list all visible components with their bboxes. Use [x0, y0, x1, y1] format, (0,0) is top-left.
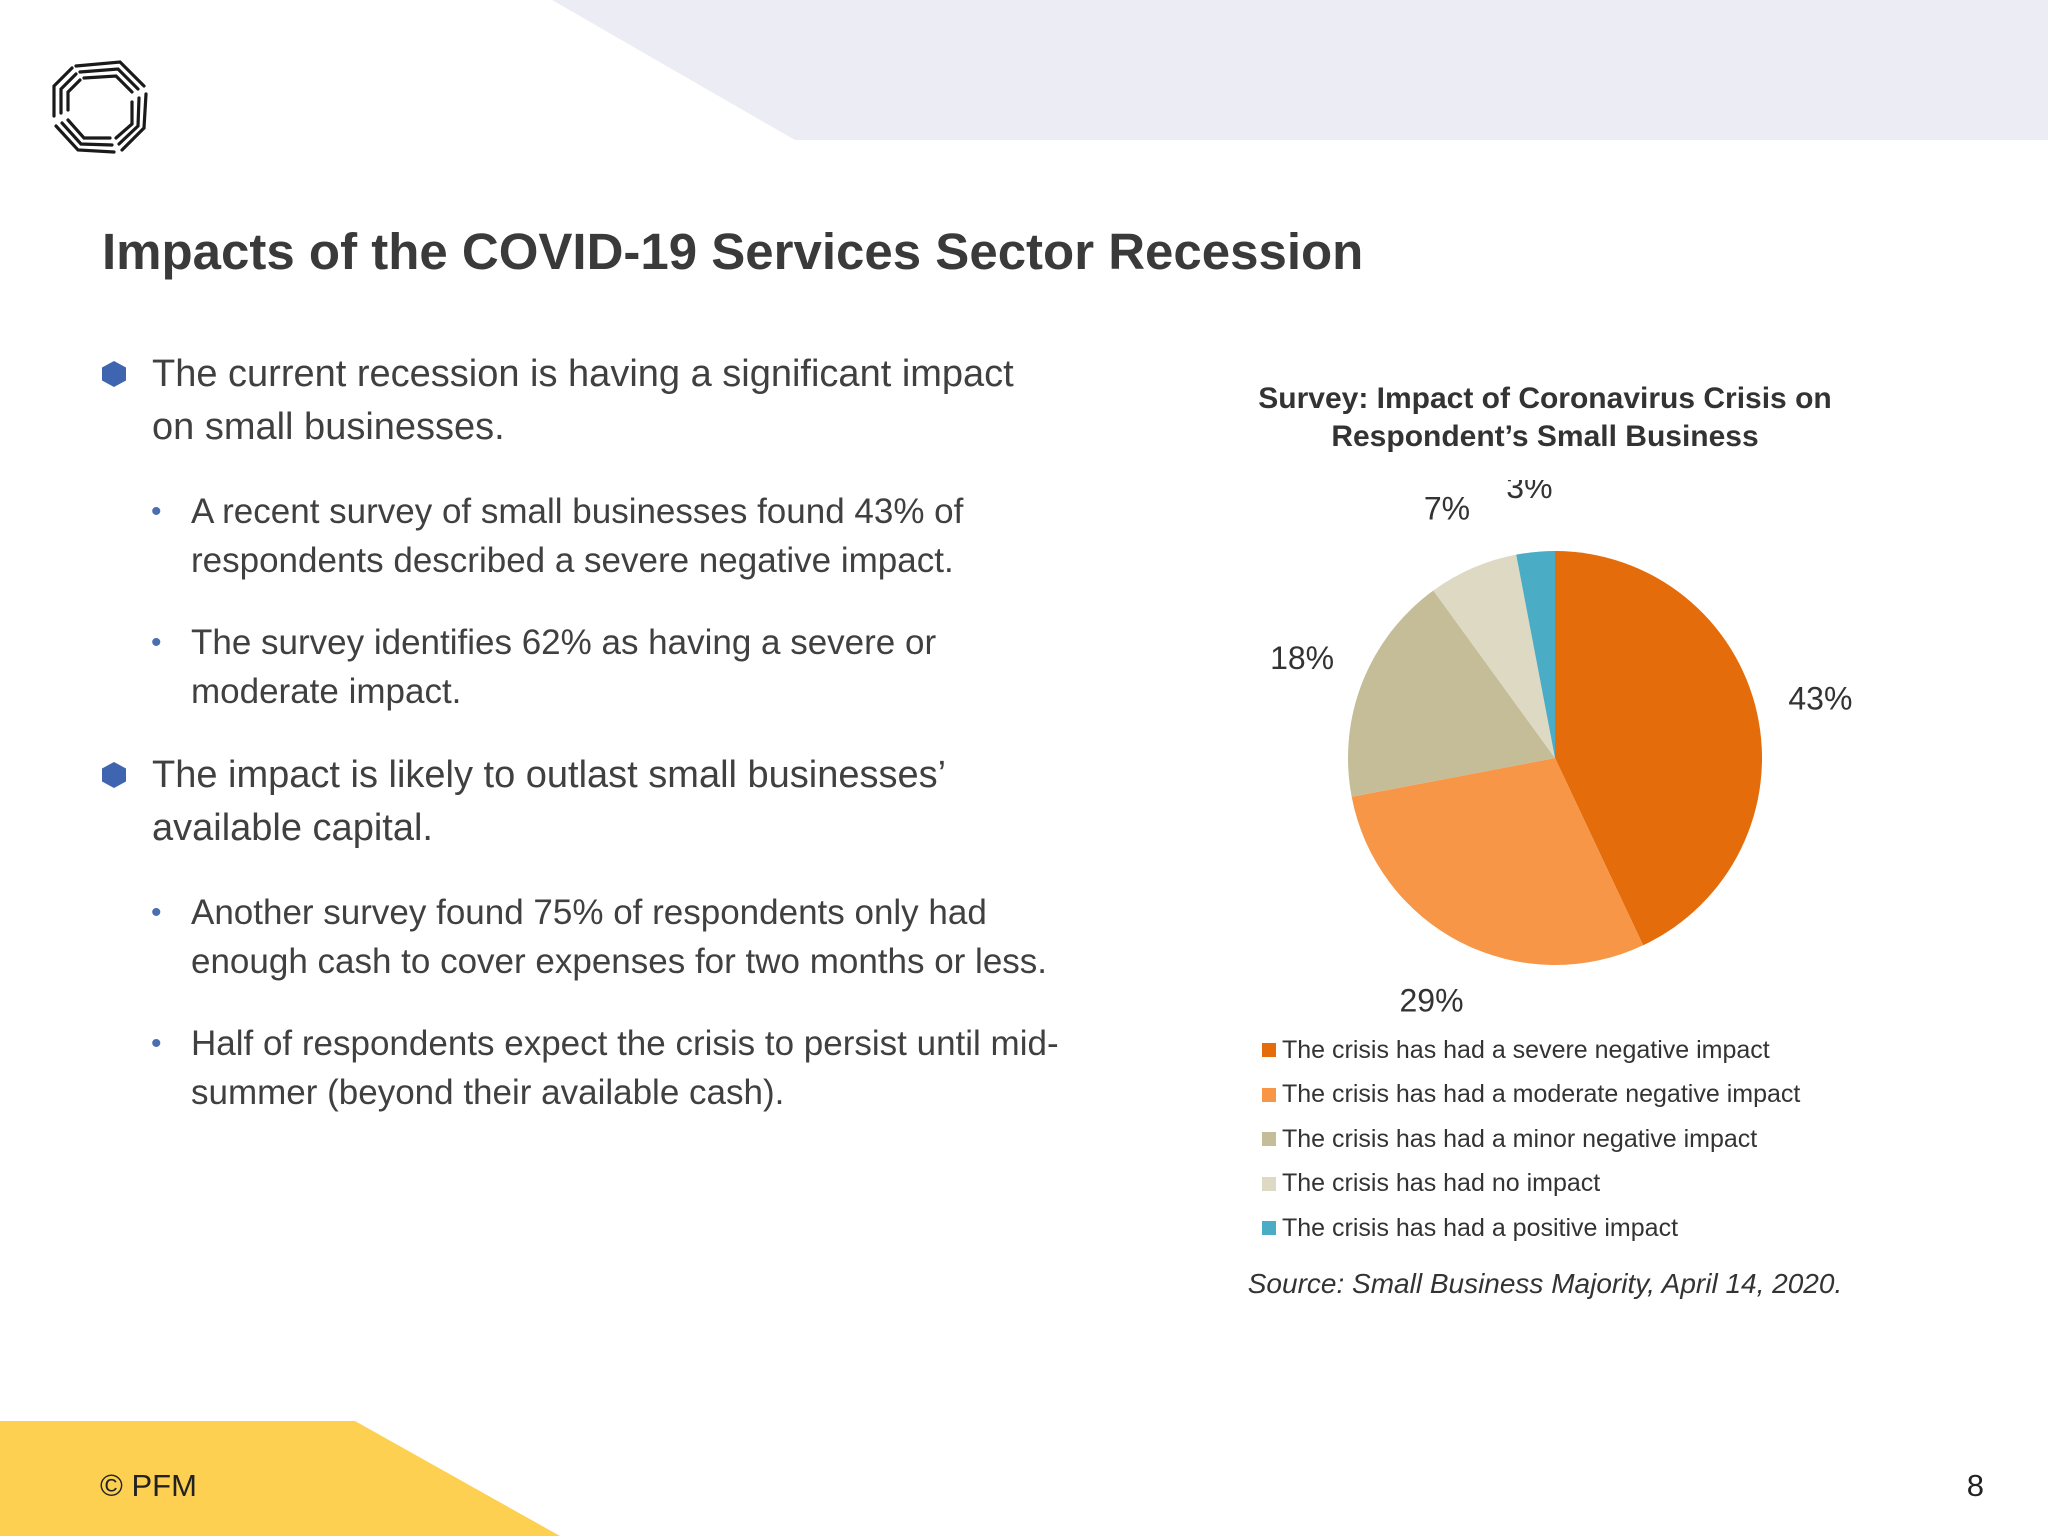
sub-bullet-dot-icon: • — [151, 1027, 162, 1060]
sub-bullet-dot-icon: • — [151, 626, 162, 659]
legend-label: The crisis has had no impact — [1282, 1169, 1601, 1198]
bullet-item: The impact is likely to outlast small bu… — [102, 749, 1062, 855]
chart-title: Survey: Impact of Coronavirus Crisis on … — [1258, 382, 1832, 453]
bullet-list: The current recession is having a signif… — [102, 348, 1062, 1150]
pie-data-label: 29% — [1399, 982, 1463, 1018]
pie-data-label: 7% — [1424, 490, 1470, 526]
legend-item: The crisis has had no impact — [1262, 1162, 1962, 1207]
sub-bullet-dot-icon: • — [151, 896, 162, 929]
legend-swatch — [1262, 1043, 1276, 1058]
pfm-logo-icon — [52, 60, 148, 154]
sub-bullet-text: The survey identifies 62% as having a se… — [191, 623, 937, 711]
sub-bullet-item: • A recent survey of small businesses fo… — [102, 487, 1062, 585]
legend-item: The crisis has had a moderate negative i… — [1262, 1073, 1962, 1118]
bullet-item: The current recession is having a signif… — [102, 348, 1062, 454]
page-number: 8 — [1966, 1468, 1984, 1503]
top-decorative-band — [552, 0, 2048, 140]
chart-source-note: Source: Small Business Majority, April 1… — [1247, 1268, 1843, 1299]
sub-bullet-text: A recent survey of small businesses foun… — [191, 492, 964, 580]
legend-swatch — [1262, 1221, 1276, 1236]
legend-label: The crisis has had a minor negative impa… — [1282, 1124, 1758, 1153]
slide-title: Impacts of the COVID-19 Services Sector … — [102, 223, 1364, 280]
hexagon-bullet-icon — [102, 361, 126, 387]
sub-bullet-item: • Another survey found 75% of respondent… — [102, 888, 1062, 986]
legend-swatch — [1262, 1132, 1276, 1147]
legend-item: The crisis has had a positive impact — [1262, 1206, 1962, 1251]
bullet-text: The impact is likely to outlast small bu… — [152, 754, 945, 849]
legend-label: The crisis has had a moderate negative i… — [1282, 1080, 1801, 1109]
legend-label: The crisis has had a severe negative imp… — [1282, 1035, 1770, 1064]
pie-slice — [1516, 551, 1555, 758]
pie-data-label: 3% — [1506, 480, 1552, 505]
legend-label: The crisis has had a positive impact — [1282, 1213, 1679, 1242]
sub-bullet-dot-icon: • — [151, 495, 162, 528]
sub-bullet-text: Another survey found 75% of respondents … — [191, 893, 1048, 981]
legend-item: The crisis has had a minor negative impa… — [1262, 1117, 1962, 1162]
legend-swatch — [1262, 1176, 1276, 1191]
legend-item: The crisis has had a severe negative imp… — [1262, 1028, 1962, 1073]
sub-bullet-item: • Half of respondents expect the crisis … — [102, 1019, 1062, 1117]
pie-slice — [1555, 551, 1763, 946]
pie-slice — [1433, 554, 1555, 758]
pie-slice — [1348, 590, 1555, 797]
bullet-text: The current recession is having a signif… — [152, 353, 1014, 448]
pie-data-label: 43% — [1788, 681, 1852, 717]
copyright-text: © PFM — [100, 1468, 197, 1503]
chart-legend: The crisis has had a severe negative imp… — [1262, 1028, 1962, 1251]
pie-chart: 43% 29% 18% 7% 3% — [1270, 480, 1852, 1018]
pie-slice — [1351, 758, 1644, 966]
sub-bullet-text: Half of respondents expect the crisis to… — [191, 1024, 1059, 1112]
bottom-decorative-band — [0, 1421, 560, 1536]
sub-bullet-item: • The survey identifies 62% as having a … — [102, 618, 1062, 716]
hexagon-bullet-icon — [102, 762, 126, 788]
pie-data-label: 18% — [1270, 640, 1334, 676]
legend-swatch — [1262, 1087, 1276, 1102]
